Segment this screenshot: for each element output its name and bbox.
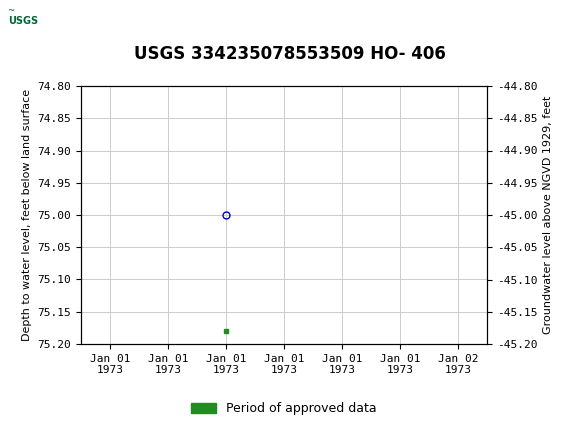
Text: USGS: USGS xyxy=(8,16,38,27)
Y-axis label: Groundwater level above NGVD 1929, feet: Groundwater level above NGVD 1929, feet xyxy=(543,96,553,334)
FancyBboxPatch shape xyxy=(6,3,81,40)
Text: ≈USGS: ≈USGS xyxy=(12,13,71,28)
Text: USGS 334235078553509 HO- 406: USGS 334235078553509 HO- 406 xyxy=(134,45,446,63)
Text: ~: ~ xyxy=(7,6,14,15)
Legend: Period of approved data: Period of approved data xyxy=(186,397,382,420)
Y-axis label: Depth to water level, feet below land surface: Depth to water level, feet below land su… xyxy=(22,89,32,341)
